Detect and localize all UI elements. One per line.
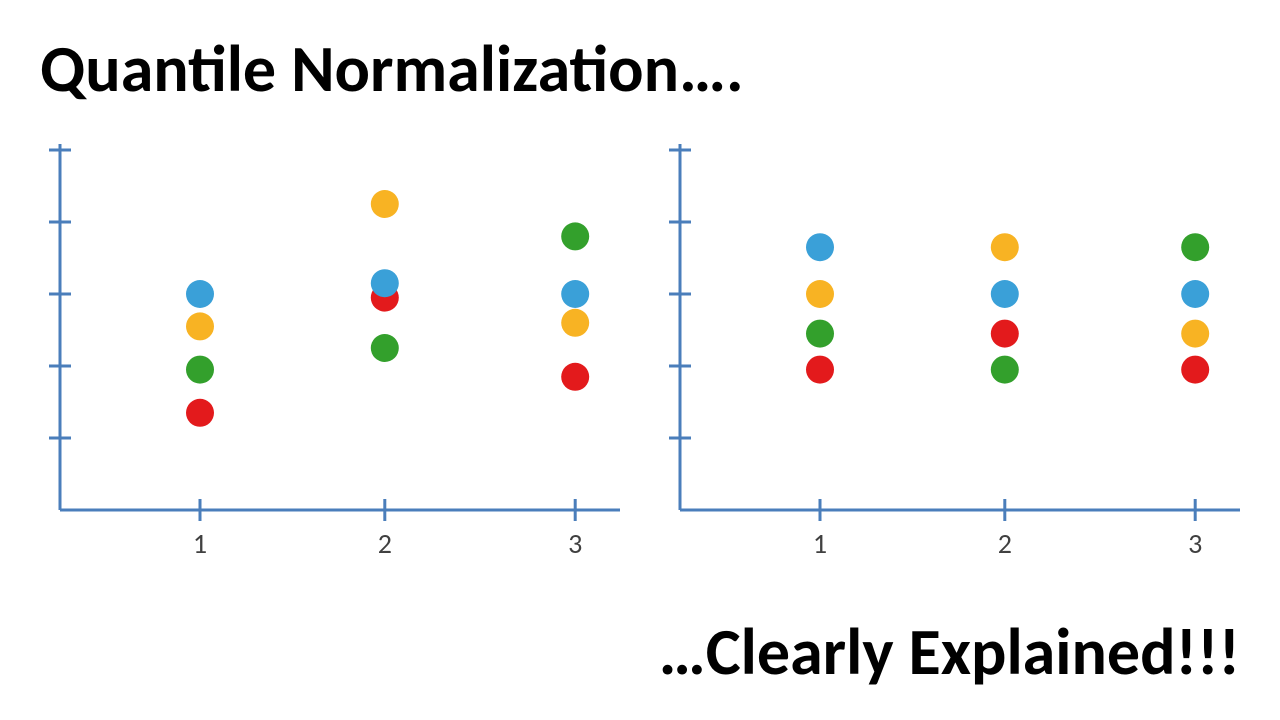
data-point-orange	[1181, 320, 1209, 348]
x-tick-label: 2	[998, 526, 1012, 561]
data-point-blue	[186, 280, 214, 308]
slide: Quantile Normalization…. 1 2 3 1 2 3 …Clearly…	[0, 0, 1280, 720]
data-point-blue	[1181, 280, 1209, 308]
page-title: Quantile Normalization….	[40, 28, 744, 109]
data-point-orange	[806, 280, 834, 308]
data-point-blue	[806, 233, 834, 261]
data-point-green	[371, 334, 399, 362]
data-point-blue	[371, 269, 399, 297]
data-point-red	[1181, 356, 1209, 384]
panel-before-normalization: 1 2 3	[49, 144, 620, 561]
x-tick-label: 1	[813, 526, 827, 561]
data-point-green	[806, 320, 834, 348]
page-subtitle: …Clearly Explained!!!	[659, 611, 1240, 692]
data-point-red	[561, 363, 589, 391]
data-point-green	[1181, 233, 1209, 261]
data-point-green	[991, 356, 1019, 384]
data-point-orange	[991, 233, 1019, 261]
x-tick-label: 2	[378, 526, 392, 561]
data-point-orange	[371, 190, 399, 218]
data-point-green	[186, 356, 214, 384]
data-point-red	[991, 320, 1019, 348]
chart-area: 1 2 3 1 2 3	[0, 140, 1280, 570]
x-tick-label: 1	[193, 526, 207, 561]
data-point-green	[561, 222, 589, 250]
scatter-panels: 1 2 3 1 2 3	[0, 140, 1280, 570]
panel-after-normalization: 1 2 3	[669, 144, 1240, 561]
data-point-blue	[991, 280, 1019, 308]
data-point-blue	[561, 280, 589, 308]
data-point-orange	[186, 312, 214, 340]
data-point-red	[806, 356, 834, 384]
x-tick-label: 3	[568, 526, 582, 561]
data-point-orange	[561, 309, 589, 337]
x-tick-label: 3	[1188, 526, 1202, 561]
data-point-red	[186, 399, 214, 427]
